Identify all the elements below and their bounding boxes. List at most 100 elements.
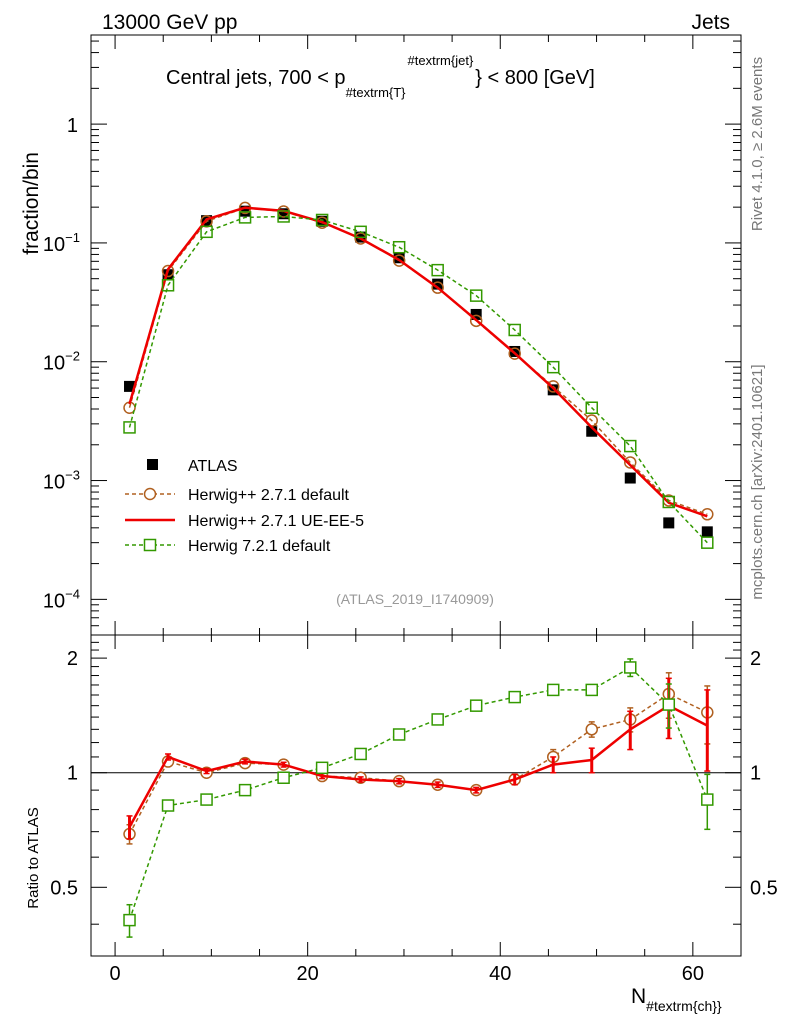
legend-marker-herwigpp-default <box>143 487 157 501</box>
energy-label: 13000 GeV pp <box>102 11 237 34</box>
mcplots-label: mcplots.cern.ch [arXiv:2401.10621] <box>749 364 766 599</box>
ratio-marker-herwig-7-2-1-default <box>469 699 483 712</box>
y-axis-label: fraction/bin <box>20 152 43 255</box>
y-tick-label: 10−1 <box>43 230 80 256</box>
marker-herwig-7-2-1-default <box>277 210 290 223</box>
ratio-marker-herwig-7-2-1-default <box>238 783 252 797</box>
x-axis-label-main: N <box>631 985 646 1008</box>
process-label: Jets <box>691 11 730 34</box>
marker-herwig-2-7-1-default <box>624 456 637 469</box>
top-panel-series <box>123 201 714 549</box>
data-point-atlas <box>278 208 290 220</box>
x-tick-label: 60 <box>682 963 704 985</box>
rivet-version-label: Rivet 4.1.0, ≥ 2.6M events <box>749 57 766 231</box>
data-point-atlas <box>470 308 482 320</box>
x-tick-label: 40 <box>489 963 511 985</box>
legend-label-herwigpp-default: Herwig++ 2.7.1 default <box>188 487 350 504</box>
legend: ATLAS Herwig++ 2.7.1 default Herwig++ 2.… <box>125 458 364 555</box>
ratio-marker-herwig-7-2-1-default <box>662 698 676 711</box>
ratio-marker-herwig-7-2-1-default <box>508 690 521 704</box>
marker-herwig-2-7-1-default <box>392 254 406 267</box>
x-tick-label: 20 <box>297 963 319 985</box>
ratio-line-herwig-2-7-1-default <box>128 693 708 835</box>
y-tick-label: 10−2 <box>43 349 80 375</box>
ratio-panel-frame <box>90 634 742 957</box>
ratio-marker-herwig-7-2-1-default <box>123 913 136 927</box>
ratio-marker-herwig-7-2-1-default <box>585 683 598 697</box>
data-point-atlas <box>663 517 675 529</box>
ratio-y-tick-label-right: 2 <box>750 648 761 670</box>
chart-title-sub: #textrm{T} <box>346 85 407 100</box>
marker-herwig-2-7-1-default <box>354 232 367 245</box>
legend-label-atlas: ATLAS <box>188 458 238 475</box>
series-line-herwig-2-7-1-ue-ee-5 <box>128 206 708 518</box>
marker-herwig-2-7-1-default <box>161 264 175 278</box>
data-point-atlas <box>586 425 598 437</box>
marker-herwig-7-2-1-default <box>546 360 560 374</box>
axes-ticks: 0 20 40 60 1 10−1 10−2 10−3 10−4 0.5 0.5 1 1 2 2 <box>43 35 778 985</box>
series-line-herwig-7-2-1-default <box>128 215 708 544</box>
y-tick-label: 10−3 <box>43 468 80 494</box>
marker-herwig-2-7-1-default <box>469 314 483 328</box>
marker-herwig-2-7-1-default <box>546 380 560 393</box>
marker-herwig-7-2-1-default <box>508 323 521 337</box>
marker-herwig-7-2-1-default <box>392 240 406 254</box>
ratio-y-tick-label: 1 <box>67 763 78 785</box>
ratio-y-tick-label-right: 0.5 <box>750 877 778 899</box>
data-point-atlas <box>509 345 521 357</box>
marker-herwig-7-2-1-default <box>200 225 213 239</box>
marker-herwig-7-2-1-default <box>354 225 367 239</box>
y-tick-label: 10−4 <box>43 586 80 612</box>
data-point-atlas <box>124 380 136 392</box>
x-axis-label: N#textrm{ch}} <box>631 985 722 1014</box>
ratio-marker-herwig-7-2-1-default <box>161 799 175 812</box>
x-tick-label: 0 <box>110 963 121 985</box>
chart-title-sup: #textrm{jet} <box>408 53 474 68</box>
marker-herwig-2-7-1-default <box>431 281 444 294</box>
marker-herwig-7-2-1-default <box>662 495 676 509</box>
legend-marker-herwig7 <box>143 538 157 552</box>
ratio-marker-herwig-7-2-1-default <box>315 761 329 775</box>
chart-title-rest: } < 800 [GeV] <box>475 67 595 89</box>
legend-label-herwig7: Herwig 7.2.1 default <box>188 538 331 555</box>
ratio-marker-herwig-7-2-1-default <box>277 771 290 784</box>
marker-herwig-2-7-1-default <box>508 347 521 360</box>
data-point-atlas <box>162 269 174 281</box>
marker-herwig-7-2-1-default <box>315 213 329 227</box>
data-point-atlas <box>393 252 405 264</box>
marker-herwig-7-2-1-default <box>585 401 598 414</box>
data-point-atlas <box>701 526 713 538</box>
ratio-marker-herwig-7-2-1-default <box>701 793 714 806</box>
marker-herwig-7-2-1-default <box>701 536 714 549</box>
ratio-marker-herwig-2-7-1-default <box>585 723 598 736</box>
data-point-atlas <box>624 472 636 484</box>
ratio-marker-herwig-7-2-1-default <box>546 683 560 697</box>
ratio-marker-herwig-7-2-1-default <box>431 713 444 726</box>
marker-herwig-7-2-1-default <box>431 263 444 277</box>
ratio-axis-label: Ratio to ATLAS <box>25 807 42 908</box>
marker-herwig-7-2-1-default <box>469 289 483 302</box>
legend-marker-atlas <box>147 459 158 470</box>
chart-title: Central jets, 700 < p#textrm{T} #textrm{j… <box>166 53 595 100</box>
chart-title-main: Central jets, 700 < p <box>166 67 346 89</box>
ratio-y-tick-label: 2 <box>67 648 78 670</box>
ratio-marker-herwig-7-2-1-default <box>624 661 637 674</box>
ratio-marker-herwig-7-2-1-default <box>200 793 213 806</box>
x-axis-label-sub: #textrm{ch}} <box>646 998 722 1014</box>
ratio-marker-herwig-7-2-1-default <box>354 747 367 761</box>
marker-herwig-7-2-1-default <box>624 439 637 453</box>
marker-herwig-7-2-1-default <box>238 211 252 224</box>
ratio-line-herwig-7-2-1-default <box>128 666 708 921</box>
marker-herwig-7-2-1-default <box>161 279 175 292</box>
analysis-watermark: (ATLAS_2019_I1740909) <box>336 591 494 607</box>
ratio-marker-herwig-7-2-1-default <box>392 728 406 741</box>
marker-herwig-7-2-1-default <box>123 421 136 434</box>
ratio-panel-series <box>123 658 714 938</box>
y-tick-label: 1 <box>67 115 78 137</box>
ratio-y-tick-label-right: 1 <box>750 763 761 785</box>
ratio-y-tick-label: 0.5 <box>50 877 78 899</box>
ratio-line-herwig-2-7-1-ue-ee-5 <box>128 704 708 828</box>
legend-label-herwigpp-ueee5: Herwig++ 2.7.1 UE-EE-5 <box>188 513 364 530</box>
data-point-atlas <box>432 278 444 290</box>
